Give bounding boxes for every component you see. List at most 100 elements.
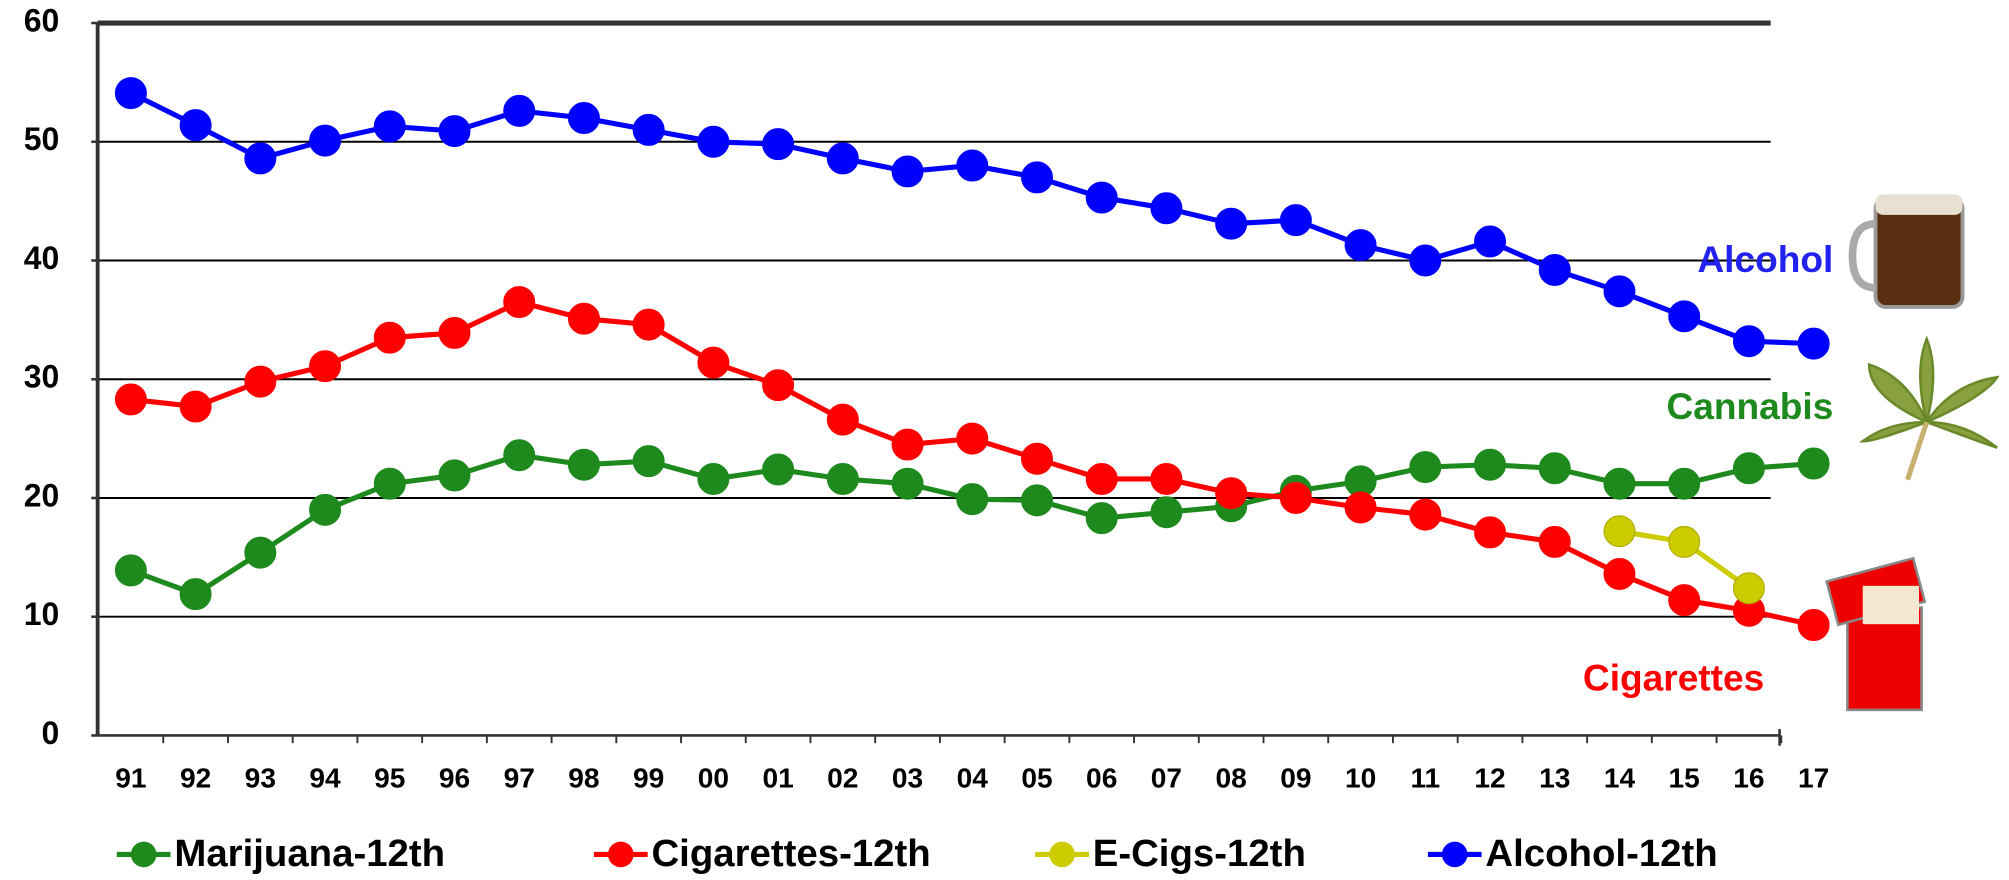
x-tick-label: 11 (1410, 763, 1440, 794)
data-point (1474, 448, 1507, 481)
x-tick-label: 16 (1733, 763, 1764, 794)
x-tick-label: 95 (374, 763, 405, 794)
y-tick-label: 30 (24, 359, 60, 395)
data-point (1150, 192, 1183, 225)
data-point (1668, 467, 1701, 500)
x-tick-label: 17 (1798, 763, 1829, 794)
data-point (1603, 515, 1636, 548)
data-point (1538, 452, 1571, 485)
data-point (1085, 181, 1118, 214)
data-point (503, 94, 536, 127)
data-point (956, 483, 989, 516)
x-tick-label: 02 (827, 763, 858, 794)
x-tick-label: 00 (698, 763, 729, 794)
data-point (1150, 496, 1183, 529)
x-tick-label: 03 (892, 763, 923, 794)
legend-marker (130, 841, 157, 868)
legend-marker (607, 841, 634, 868)
legend-label: Alcohol-12th (1485, 832, 1717, 875)
data-point (1668, 300, 1701, 333)
data-point (632, 445, 665, 478)
data-point (567, 302, 600, 335)
data-point (1409, 244, 1442, 277)
data-point (891, 428, 924, 461)
legend-marker (1441, 841, 1468, 868)
data-point (1668, 525, 1701, 558)
data-point (309, 124, 342, 157)
x-tick-label: 07 (1151, 763, 1182, 794)
x-tick-label: 94 (309, 763, 341, 794)
x-tick-label: 91 (115, 763, 146, 794)
data-point (1085, 502, 1118, 535)
x-tick-label: 14 (1604, 763, 1636, 794)
data-point (956, 422, 989, 455)
data-point (1797, 609, 1830, 642)
data-point (891, 467, 924, 500)
data-point (114, 77, 147, 110)
data-point (114, 383, 147, 416)
data-point (632, 308, 665, 341)
data-point (1021, 442, 1053, 475)
data-point (1409, 498, 1442, 531)
x-tick-label: 12 (1474, 763, 1505, 794)
x-tick-label: 08 (1216, 763, 1247, 794)
data-point (438, 316, 471, 349)
x-tick-label: 92 (180, 763, 211, 794)
data-point (1732, 452, 1765, 485)
data-point (373, 467, 406, 500)
x-tick-label: 98 (568, 763, 599, 794)
data-point (1797, 447, 1830, 480)
data-point (826, 142, 859, 175)
data-point (697, 346, 730, 379)
data-point (1150, 462, 1183, 495)
data-point (1474, 516, 1507, 549)
data-point (1603, 467, 1636, 500)
legend-label: Marijuana-12th (174, 832, 445, 875)
cigarette-pack-icon (1825, 556, 1927, 712)
data-point (438, 459, 471, 492)
x-tick-label: 10 (1345, 763, 1376, 794)
data-point (244, 536, 277, 569)
x-tick-label: 05 (1021, 763, 1052, 794)
x-tick-label: 96 (439, 763, 470, 794)
annotation: Cigarettes (1583, 656, 1764, 698)
y-tick-label: 50 (24, 121, 60, 157)
data-point (1085, 462, 1118, 495)
data-point (1215, 207, 1248, 240)
legend-label: Cigarettes-12th (651, 832, 930, 875)
data-point (179, 578, 212, 611)
data-point (309, 350, 342, 383)
y-tick-label: 0 (41, 715, 59, 751)
data-point (503, 439, 536, 472)
y-tick-label: 20 (24, 477, 60, 513)
data-point (309, 493, 342, 526)
data-point (373, 321, 406, 354)
data-point (1732, 572, 1765, 605)
data-point (1668, 584, 1701, 617)
data-point (373, 110, 406, 143)
data-point (1732, 325, 1765, 358)
data-point (114, 554, 147, 587)
data-point (826, 462, 859, 495)
data-point (1797, 327, 1830, 360)
data-point (1215, 477, 1248, 510)
data-point (503, 286, 536, 319)
data-point (1344, 491, 1377, 524)
legend-marker (1049, 841, 1075, 868)
x-tick-label: 09 (1280, 763, 1311, 794)
data-point (1538, 525, 1571, 558)
y-tick-label: 10 (24, 596, 60, 632)
data-point (1021, 161, 1053, 194)
data-point (762, 369, 795, 402)
data-point (826, 403, 859, 436)
x-tick-label: 04 (957, 763, 989, 794)
data-point (1474, 225, 1507, 258)
data-point (891, 155, 924, 188)
legend-label: E-Cigs-12th (1093, 832, 1306, 875)
data-point (1279, 481, 1312, 514)
data-point (632, 113, 665, 146)
beer-icon (1848, 194, 1965, 309)
x-tick-label: 06 (1086, 763, 1117, 794)
data-point (956, 149, 989, 182)
